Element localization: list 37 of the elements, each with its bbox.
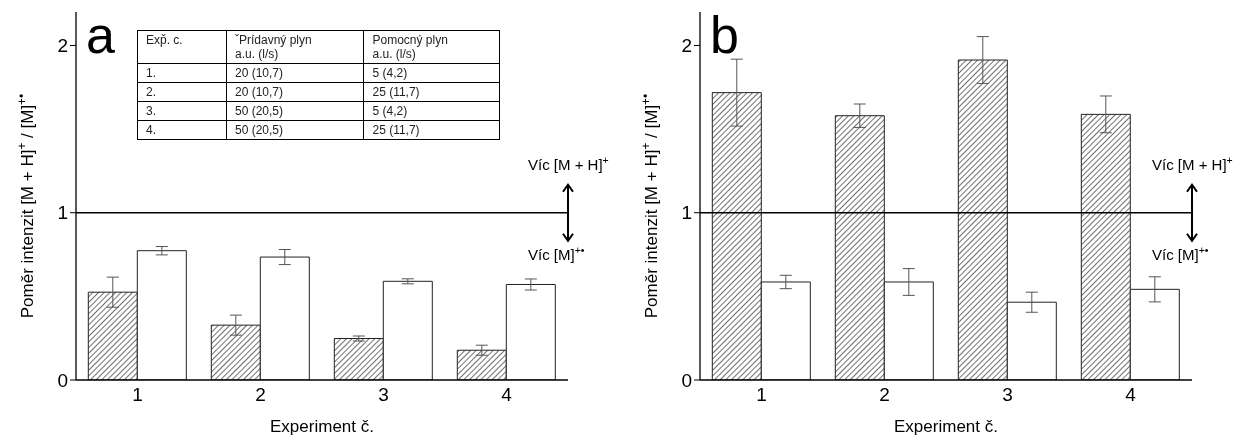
annotation: 1. (137, 63, 227, 83)
annotation: 5 (4,2) (363, 63, 500, 83)
x-tick-label: 1 (132, 384, 143, 406)
x-tick-label: 4 (501, 384, 513, 406)
annotation: 50 (20,5) (226, 120, 364, 140)
x-axis-title: Experiment č. (894, 417, 998, 436)
annotation: 50 (20,5) (226, 101, 364, 121)
chart-title: b (710, 6, 739, 64)
x-axis-title: Experiment č. (270, 417, 374, 436)
chart-title: a (86, 6, 115, 64)
annotation: Víc [M + H]$^{+}$ (528, 154, 609, 173)
annotation: ˇPrídavný plyn a.u. (l/s) (226, 30, 364, 64)
y-tick-label: 2 (57, 35, 68, 57)
annotation: Víc [M]$^{+•}$ (528, 244, 585, 263)
annotation: 3. (137, 101, 227, 121)
y-tick-label: 2 (681, 35, 692, 57)
annotation: Pomocný plyn a.u. (l/s) (363, 30, 500, 64)
annotation: 25 (11,7) (363, 82, 500, 102)
annotation: Exp̌. c. (137, 30, 227, 64)
x-tick-label: 1 (756, 384, 767, 406)
annotation: Víc [M + H]$^{+}$ (1152, 154, 1233, 173)
annotation: 2. (137, 82, 227, 102)
x-tick-label: 4 (1125, 384, 1137, 406)
annotation: 4. (137, 120, 227, 140)
x-tick-label: 3 (1002, 384, 1013, 406)
x-tick-label: 2 (879, 384, 890, 406)
y-tick-label: 1 (57, 202, 68, 224)
annotation: 20 (10,7) (226, 82, 364, 102)
annotation: 5 (4,2) (363, 101, 500, 121)
x-tick-label: 2 (255, 384, 266, 406)
y-tick-label: 0 (57, 369, 68, 391)
annotation: Víc [M]$^{+•}$ (1152, 244, 1209, 263)
annotation: 20 (10,7) (226, 63, 364, 83)
y-tick-label: 0 (681, 369, 692, 391)
x-tick-label: 3 (378, 384, 389, 406)
y-tick-label: 1 (681, 202, 692, 224)
annotation: 25 (11,7) (363, 120, 500, 140)
